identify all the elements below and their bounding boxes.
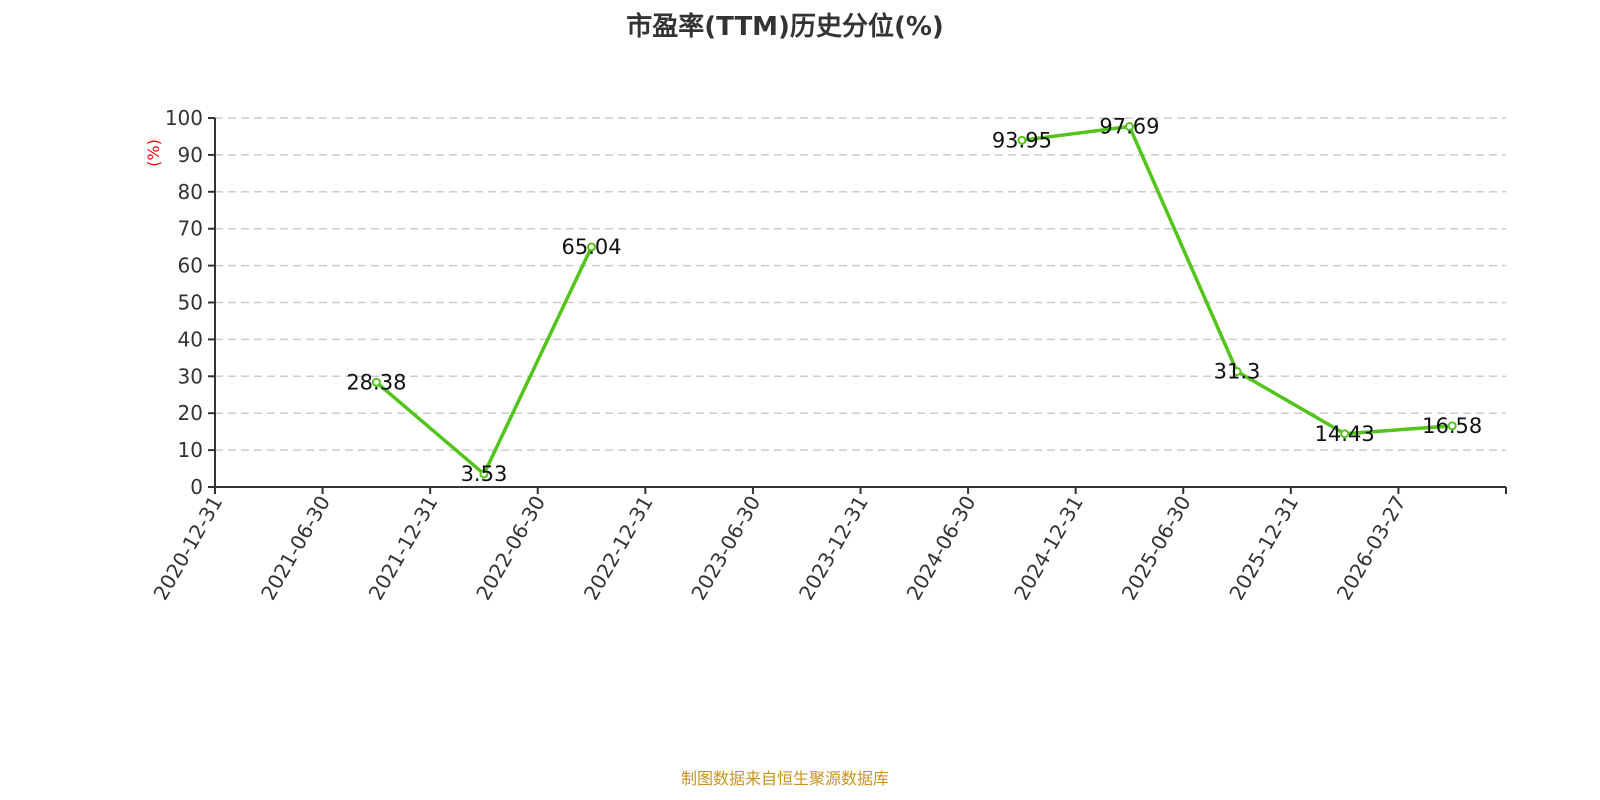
- x-tick-label: 2022-06-30: [471, 492, 550, 605]
- series-line: [375, 246, 594, 476]
- data-point: [1017, 135, 1027, 145]
- data-point: [1232, 367, 1242, 377]
- data-label: 31.3: [1214, 360, 1261, 384]
- y-tick-label: 80: [178, 180, 203, 204]
- data-point: [479, 469, 489, 479]
- y-tick-label: 30: [178, 364, 203, 388]
- y-tick-label: 70: [178, 217, 203, 241]
- series-line: [1021, 124, 1453, 436]
- data-point: [1447, 421, 1457, 431]
- x-tick-label: 2023-06-30: [686, 492, 765, 605]
- data-point: [587, 242, 597, 252]
- y-tick-label: 100: [165, 106, 203, 130]
- data-label: 14.43: [1315, 422, 1375, 446]
- x-tick-label: 2021-12-31: [364, 492, 443, 605]
- x-tick-label: 2026-03-27: [1332, 492, 1411, 605]
- y-tick-label: 40: [178, 327, 203, 351]
- y-tick-label: 10: [178, 438, 203, 462]
- data-point: [1124, 122, 1134, 132]
- data-label: 97.69: [1099, 115, 1159, 139]
- x-tick-label: 2023-12-31: [794, 492, 873, 605]
- y-tick-label: 50: [178, 291, 203, 315]
- x-tick-label: 2024-06-30: [902, 492, 981, 605]
- x-tick-label: 2025-12-31: [1224, 492, 1303, 605]
- y-tick-label: 90: [178, 143, 203, 167]
- y-tick-label: 20: [178, 401, 203, 425]
- y-tick-label: 60: [178, 254, 203, 278]
- x-tick-label: 2021-06-30: [256, 492, 335, 605]
- x-tick-label: 2025-06-30: [1117, 492, 1196, 605]
- x-tick-label: 2020-12-31: [148, 492, 227, 605]
- data-label: 3.53: [461, 462, 508, 486]
- data-source-note: 制图数据来自恒生聚源数据库: [680, 769, 889, 788]
- data-label: 28.38: [346, 370, 406, 394]
- data-point: [371, 377, 381, 387]
- chart-title: 市盈率(TTM)历史分位(%): [626, 12, 944, 42]
- x-tick-label: 2024-12-31: [1009, 492, 1088, 605]
- data-label: 65.04: [561, 235, 621, 259]
- y-axis-label: (%): [144, 139, 163, 167]
- data-label: 16.58: [1422, 414, 1482, 438]
- data-point: [1340, 429, 1350, 439]
- data-label: 93.95: [992, 128, 1052, 152]
- x-tick-label: 2022-12-31: [579, 492, 658, 605]
- y-tick-label: 0: [190, 475, 203, 499]
